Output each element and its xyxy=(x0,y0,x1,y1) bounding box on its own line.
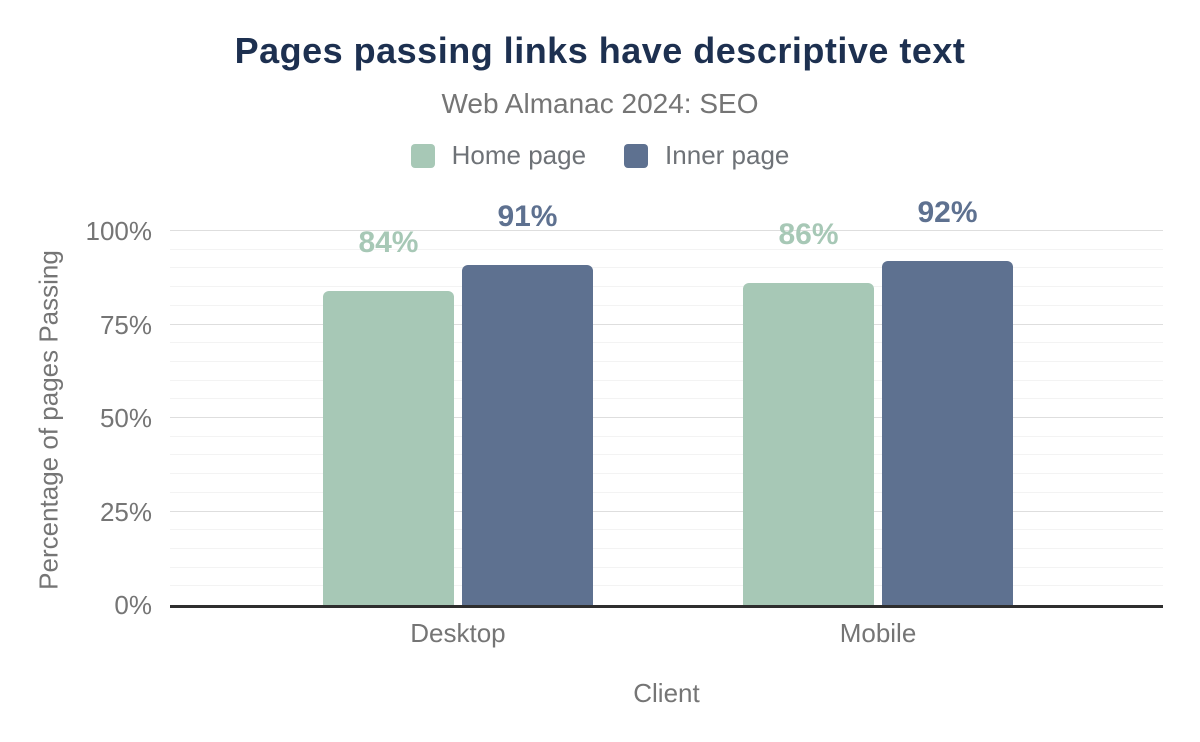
bar-desktop-inner-page xyxy=(461,264,593,605)
chart-subtitle: Web Almanac 2024: SEO xyxy=(441,88,759,119)
gridline xyxy=(170,473,1163,475)
gridline xyxy=(170,248,1163,250)
gridline xyxy=(170,230,1163,231)
gridline xyxy=(170,454,1163,456)
gridline xyxy=(170,585,1163,587)
bar-value-label: 92% xyxy=(917,195,978,229)
legend-label: Inner page xyxy=(665,140,790,170)
x-axis-title: Client xyxy=(633,678,700,708)
gridline xyxy=(170,398,1163,400)
gridline xyxy=(170,267,1163,269)
home-page-swatch xyxy=(410,143,435,168)
x-axis-line xyxy=(170,605,1163,608)
bar-value-label: 84% xyxy=(358,225,419,259)
plot-area: 84% 91% 86% 92% xyxy=(170,197,1163,608)
x-tick-label: Desktop xyxy=(410,618,506,648)
legend-label: Home page xyxy=(451,140,587,170)
legend-item: Inner page xyxy=(624,140,789,171)
legend: Home page Inner page xyxy=(0,140,1200,171)
bar-value-label: 86% xyxy=(778,218,839,252)
gridline xyxy=(170,342,1163,344)
y-tick-label: 100% xyxy=(85,216,153,246)
gridline xyxy=(170,304,1163,306)
y-tick-label: 50% xyxy=(99,403,152,433)
y-tick-label: 25% xyxy=(99,496,152,527)
bar-mobile-inner-page xyxy=(882,260,1013,605)
y-tick-label: 75% xyxy=(99,309,152,340)
bar-value-label: 91% xyxy=(497,199,558,233)
gridline xyxy=(170,379,1163,381)
bar-desktop-home-page xyxy=(322,290,454,605)
gridline xyxy=(170,547,1163,549)
gridline xyxy=(170,417,1163,418)
gridline xyxy=(170,529,1163,531)
inner-page-swatch xyxy=(624,143,649,168)
y-tick-label: 0% xyxy=(114,590,152,620)
gridline xyxy=(170,286,1163,288)
bar-mobile-home-page xyxy=(743,283,874,605)
gridline xyxy=(170,323,1163,325)
gridline xyxy=(170,435,1163,437)
gridline xyxy=(170,566,1163,568)
gridline xyxy=(170,510,1163,512)
chart-title: Pages passing links have descriptive tex… xyxy=(234,30,966,71)
gridline xyxy=(170,360,1163,362)
x-tick-label: Mobile xyxy=(839,618,917,648)
gridline xyxy=(170,491,1163,493)
legend-item: Home page xyxy=(410,140,587,171)
